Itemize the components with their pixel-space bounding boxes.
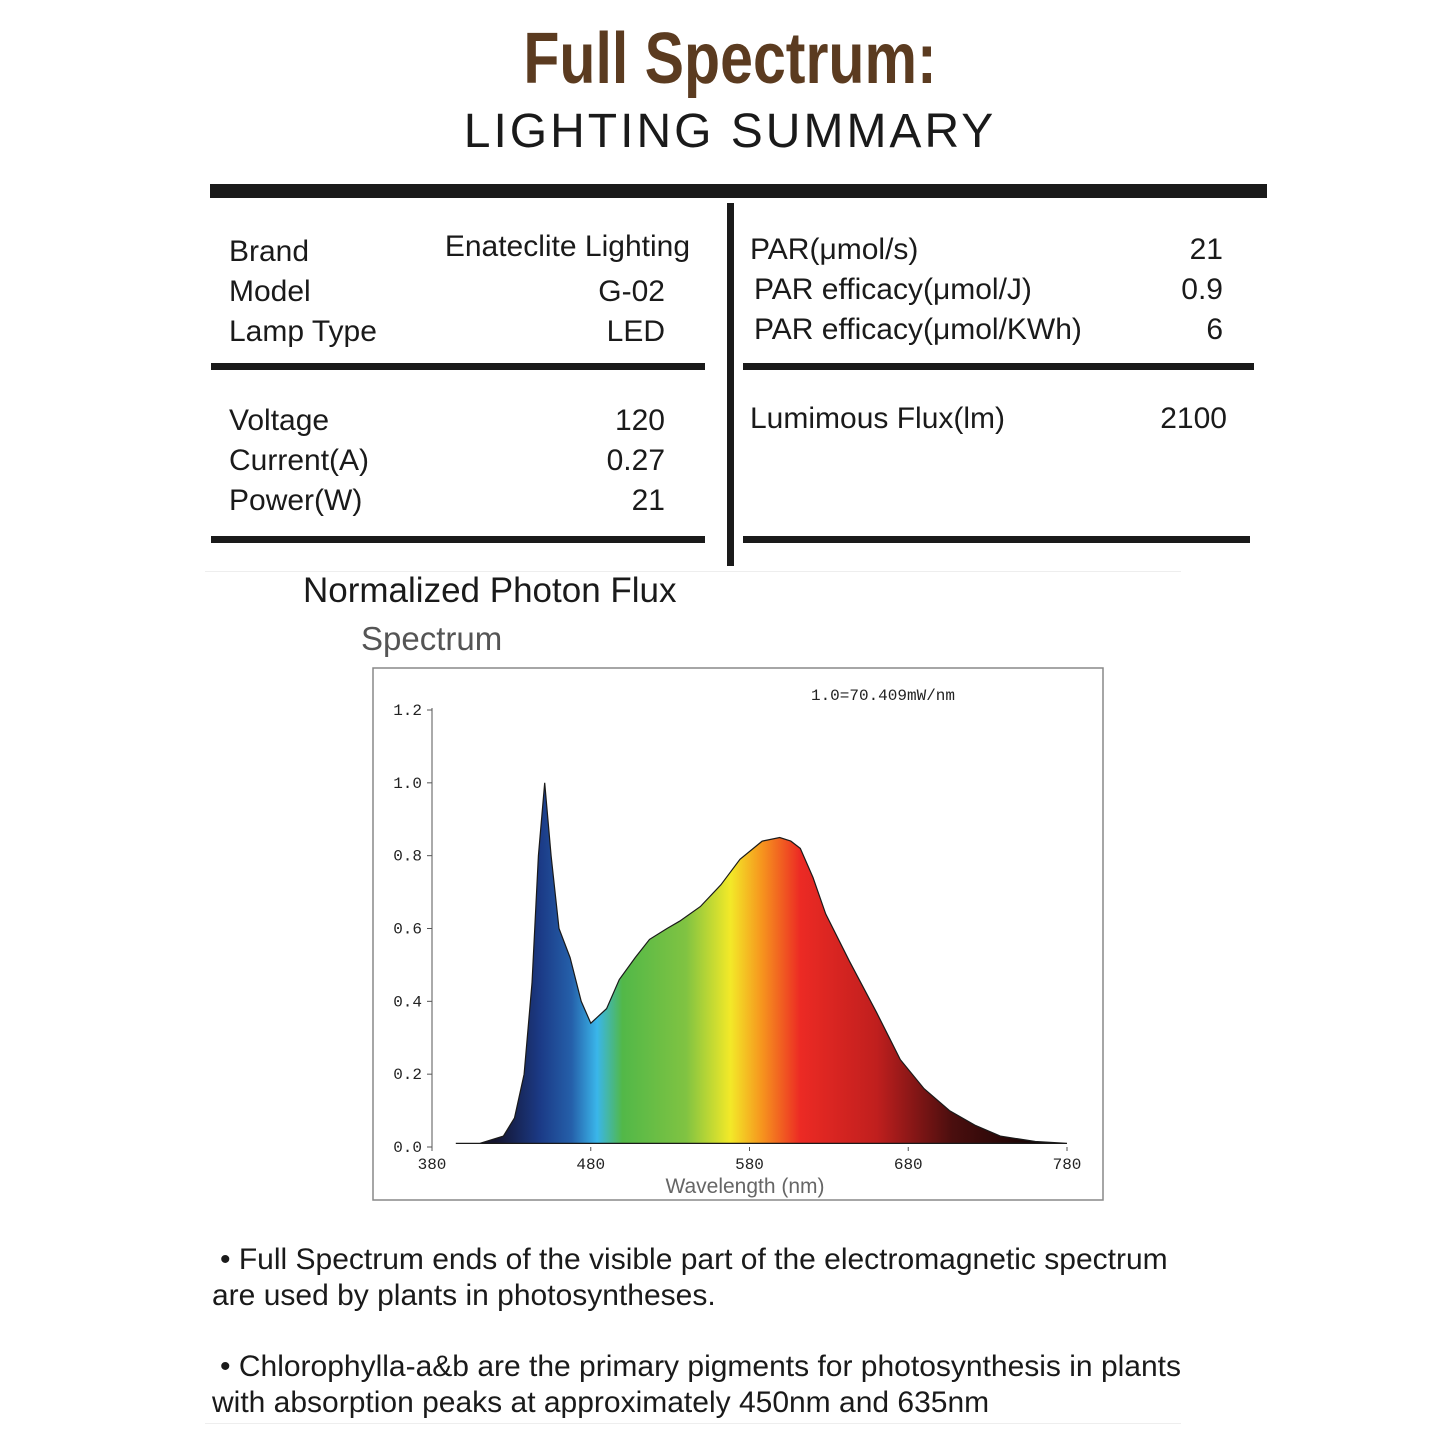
- bullet: •: [220, 1243, 231, 1276]
- spec-value: 6: [1206, 313, 1223, 346]
- rule: [743, 536, 1250, 543]
- y-tick-label: 0.6: [393, 921, 422, 939]
- spec-value: 21: [1189, 233, 1223, 266]
- x-tick-label: 680: [894, 1156, 923, 1174]
- spec-value: 21: [631, 484, 665, 517]
- spec-label: Power(W): [229, 484, 363, 517]
- note: • Full Spectrum ends of the visible part…: [212, 1242, 1212, 1314]
- spec-value: 0.27: [606, 444, 665, 477]
- x-tick-label: 480: [576, 1156, 605, 1174]
- subtitle: LIGHTING SUMMARY: [463, 105, 997, 158]
- spec-label: Voltage: [229, 404, 330, 437]
- note-text: Full Spectrum ends of the visible part o…: [212, 1243, 1168, 1312]
- spec-value: G-02: [598, 275, 665, 308]
- column-divider: [727, 203, 734, 566]
- bullet: •: [220, 1350, 231, 1383]
- section-heading: Normalized Photon Flux: [303, 571, 677, 610]
- y-tick-label: 0.0: [393, 1139, 422, 1157]
- x-axis-label: Wavelength (nm): [665, 1175, 824, 1198]
- y-tick-label: 0.8: [393, 848, 422, 866]
- spectrum-area: [455, 782, 1068, 1144]
- x-tick-label: 380: [418, 1156, 447, 1174]
- spec-label: Current(A): [229, 444, 370, 477]
- x-tick-label: 580: [735, 1156, 764, 1174]
- spec-value: 2100: [1160, 402, 1227, 435]
- plot-frame: [372, 667, 1104, 1201]
- spec-label: PAR efficacy(μmol/J): [754, 273, 1032, 306]
- rule: [211, 536, 705, 543]
- annotation: 1.0=70.409mW/nm: [811, 687, 955, 705]
- note: • Chlorophylla-a&b are the primary pigme…: [212, 1349, 1212, 1421]
- note-text: Chlorophylla-a&b are the primary pigment…: [212, 1350, 1182, 1419]
- y-tick-label: 0.4: [393, 993, 422, 1011]
- spec-label: PAR(μmol/s): [750, 233, 919, 266]
- spec-value: Enateclite Lighting: [444, 230, 690, 263]
- y-tick-label: 0.2: [393, 1066, 422, 1084]
- spec-label: Lamp Type: [229, 315, 377, 348]
- y-tick-label: 1.2: [393, 702, 422, 720]
- spec-value: 120: [614, 404, 665, 437]
- top-rule: [210, 184, 1267, 198]
- spec-value: 0.9: [1181, 273, 1223, 306]
- separator: [205, 571, 1181, 572]
- chart-title: Spectrum: [361, 620, 503, 657]
- spec-label: PAR efficacy(μmol/KWh): [754, 313, 1082, 346]
- separator: [205, 1423, 1181, 1424]
- title: Full Spectrum:: [523, 19, 937, 99]
- spec-label: Lumimous Flux(lm): [750, 402, 1006, 435]
- spec-label: Model: [229, 275, 311, 308]
- spec-value: LED: [606, 315, 665, 348]
- spec-label: Brand: [229, 235, 310, 268]
- y-tick-label: 1.0: [393, 775, 422, 793]
- rule: [743, 363, 1254, 370]
- x-tick-label: 780: [1053, 1156, 1082, 1174]
- rule: [211, 363, 705, 370]
